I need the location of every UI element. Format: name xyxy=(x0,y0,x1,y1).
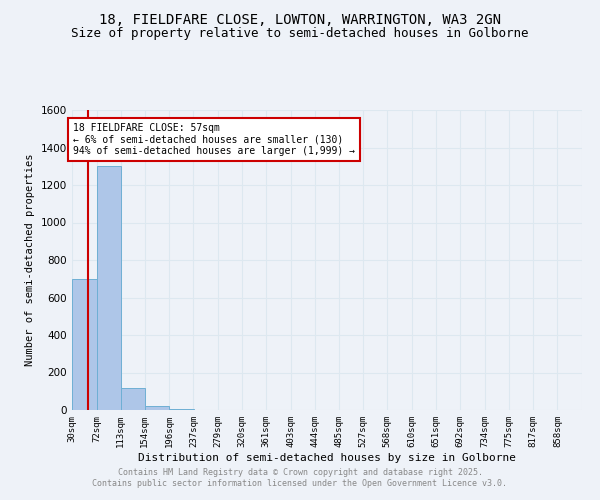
Bar xyxy=(72,279,97,410)
Bar xyxy=(121,388,145,410)
X-axis label: Distribution of semi-detached houses by size in Golborne: Distribution of semi-detached houses by … xyxy=(138,452,516,462)
Y-axis label: Number of semi-detached properties: Number of semi-detached properties xyxy=(25,154,35,366)
Text: 18, FIELDFARE CLOSE, LOWTON, WARRINGTON, WA3 2GN: 18, FIELDFARE CLOSE, LOWTON, WARRINGTON,… xyxy=(99,12,501,26)
Text: Size of property relative to semi-detached houses in Golborne: Size of property relative to semi-detach… xyxy=(71,28,529,40)
Bar xyxy=(145,406,169,410)
Bar xyxy=(97,166,121,410)
Text: Contains HM Land Registry data © Crown copyright and database right 2025.
Contai: Contains HM Land Registry data © Crown c… xyxy=(92,468,508,487)
Bar xyxy=(169,409,194,410)
Text: 18 FIELDFARE CLOSE: 57sqm
← 6% of semi-detached houses are smaller (130)
94% of : 18 FIELDFARE CLOSE: 57sqm ← 6% of semi-d… xyxy=(73,123,355,156)
